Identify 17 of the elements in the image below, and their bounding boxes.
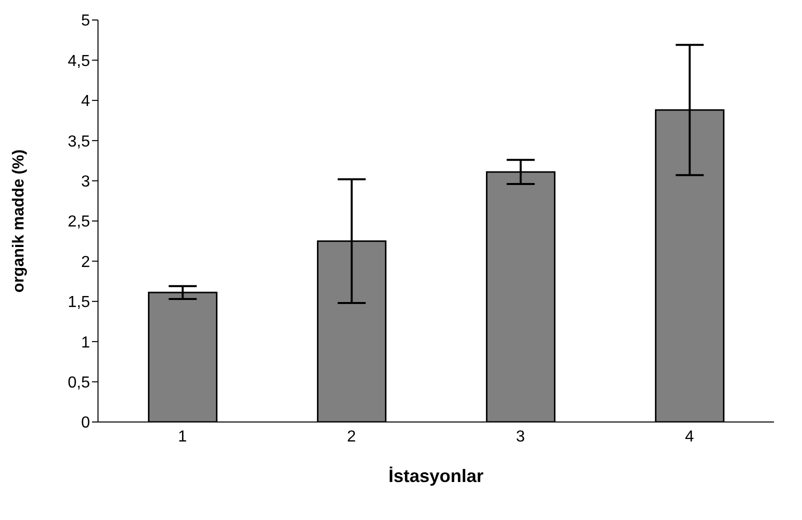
y-axis-title: organik madde (%) bbox=[10, 149, 28, 293]
y-tick-label: 2 bbox=[81, 254, 90, 271]
x-axis-title: İstasyonlar bbox=[388, 466, 484, 486]
x-tick-label: 3 bbox=[516, 428, 526, 446]
y-tick-label: 3,5 bbox=[68, 133, 90, 150]
y-tick-label: 0 bbox=[81, 414, 90, 432]
y-tick-label: 0,5 bbox=[68, 374, 90, 392]
y-tick-label: 4 bbox=[81, 93, 90, 110]
y-tick-label: 1 bbox=[81, 334, 90, 352]
x-tick-label: 4 bbox=[685, 428, 694, 446]
x-tick-label: 2 bbox=[347, 428, 356, 446]
y-tick-label: 3 bbox=[81, 173, 90, 190]
y-tick-label: 5 bbox=[81, 12, 90, 30]
x-tick-label: 1 bbox=[178, 428, 188, 446]
y-tick-label: 1,5 bbox=[68, 294, 90, 312]
y-tick-label: 4,5 bbox=[68, 52, 90, 70]
y-tick-label: 2,5 bbox=[68, 214, 90, 231]
